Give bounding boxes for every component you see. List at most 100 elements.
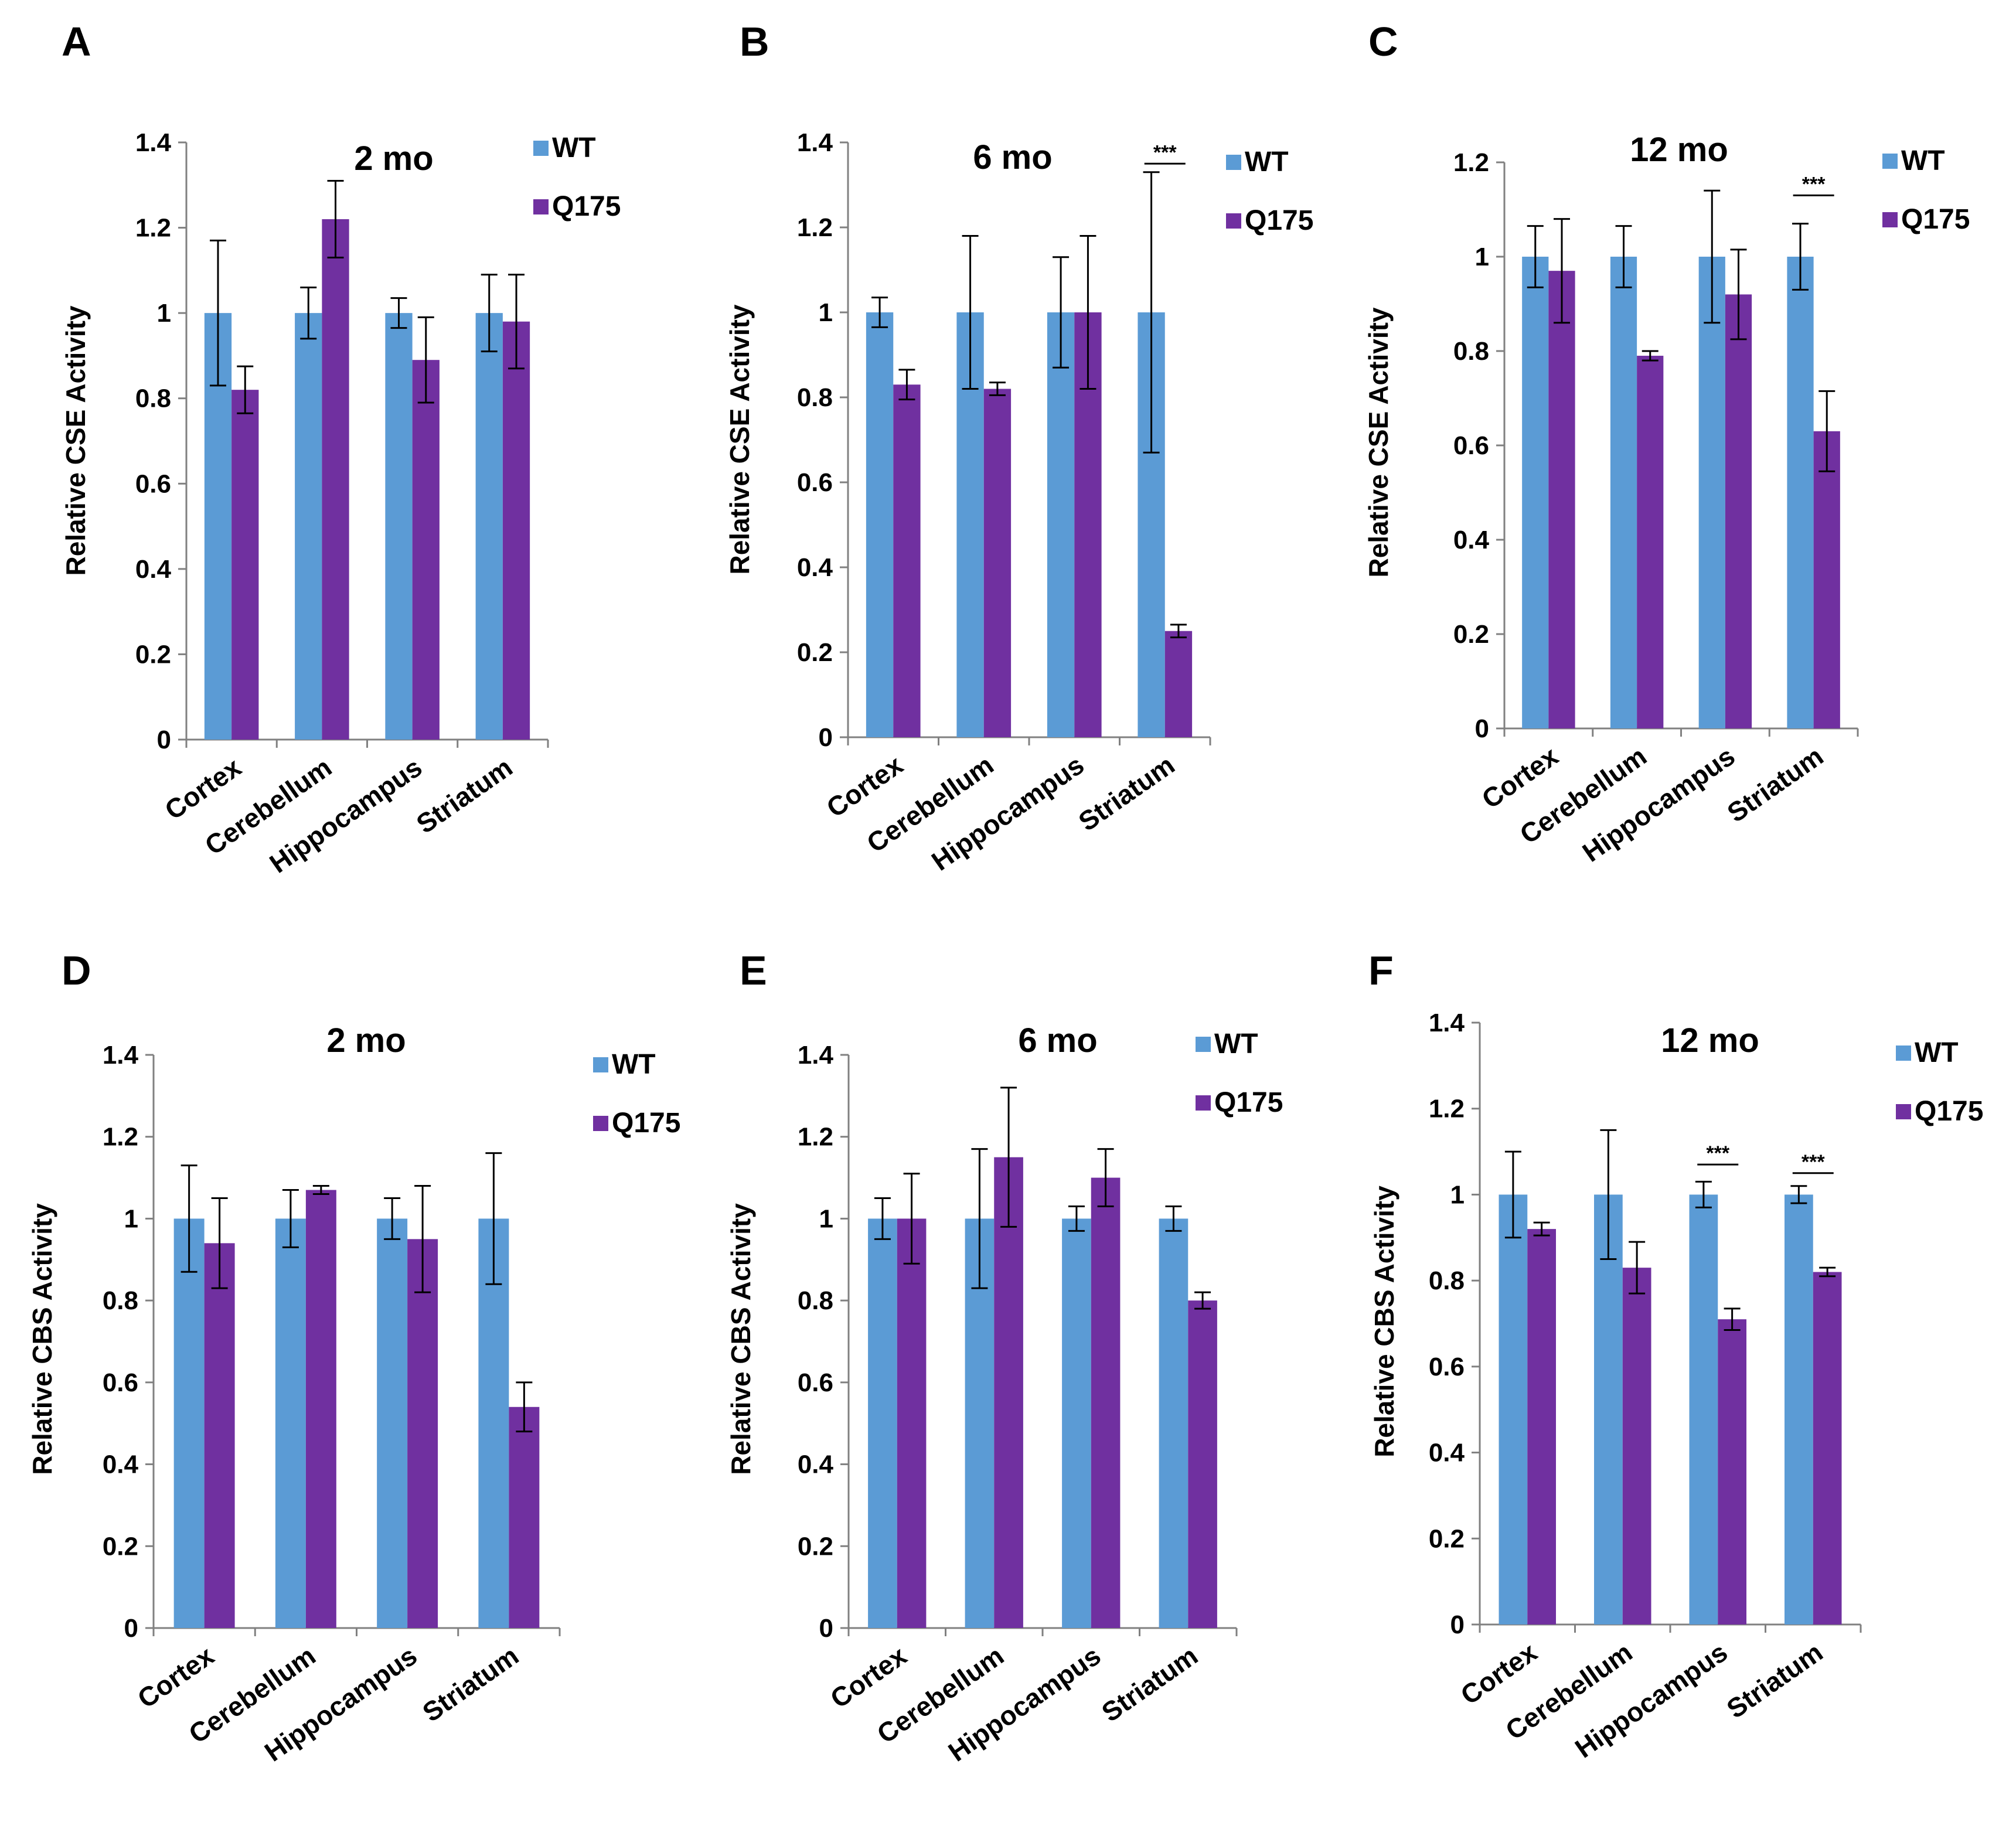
bar-wt-striatum (1159, 1218, 1189, 1628)
bar-q175-striatum (1813, 1272, 1842, 1625)
legend-label: WT (1214, 1029, 1258, 1060)
category-label: Striatum (417, 1640, 524, 1728)
bar-q175-hippocampus (1091, 1177, 1121, 1628)
bar-q175-cerebellum (983, 389, 1012, 737)
legend-swatch-wt (533, 141, 549, 156)
legend-swatch-q175 (1196, 1095, 1211, 1111)
bar-wt-cortex (173, 1218, 205, 1628)
bar-wt-cerebellum (275, 1218, 306, 1628)
y-tick-label: 0.4 (1429, 1439, 1465, 1467)
bar-q175-cerebellum (1622, 1268, 1651, 1625)
y-tick-label: 1.2 (798, 1123, 833, 1152)
legend-label: Q175 (1214, 1087, 1283, 1118)
chart-panel-f: F 0 0.2 0.4 0.6 0.8 1 1.2 1.4 Relative CBS Activi… (1368, 948, 1983, 1764)
panel-letter: B (740, 19, 769, 64)
bar-q175-striatum (509, 1406, 540, 1628)
y-tick-label: 1.2 (103, 1123, 138, 1152)
chart-panel-d: D 0 0.2 0.4 0.6 0.8 1 1.2 1.4 Relative CBS Activi… (27, 948, 680, 1767)
y-tick-label: 1.2 (1429, 1095, 1465, 1123)
bar-q175-striatum (1813, 431, 1840, 728)
chart-title: 2 mo (354, 139, 433, 178)
y-tick-label: 0.6 (103, 1368, 138, 1397)
y-tick-label: 1 (1450, 1180, 1465, 1209)
legend-swatch-q175 (533, 199, 549, 214)
y-tick-label: 0.8 (135, 384, 171, 413)
bar-q175-cortex (204, 1243, 235, 1628)
y-tick-label: 0.6 (1429, 1353, 1465, 1381)
y-tick-label: 0.8 (1453, 337, 1489, 366)
legend-label: Q175 (1901, 204, 1970, 235)
y-tick-label: 0 (819, 723, 833, 752)
y-tick-label: 0.2 (1429, 1524, 1465, 1553)
y-tick-label: 1.2 (1453, 148, 1489, 177)
legend-swatch-q175 (1882, 212, 1898, 227)
category-label: Cortex (825, 1640, 912, 1714)
category-label: Striatum (1721, 1637, 1828, 1725)
bar-q175-cerebellum (994, 1157, 1023, 1628)
bar-q175-striatum (1188, 1300, 1217, 1628)
significance-label: *** (1802, 173, 1826, 195)
y-axis-label: Relative CBS Activity (1369, 1186, 1399, 1457)
y-tick-label: 0 (157, 726, 171, 754)
y-tick-label: 1.2 (135, 214, 171, 243)
legend-swatch-wt (1882, 154, 1898, 169)
legend-swatch-q175 (1896, 1104, 1911, 1119)
category-label: Hippocampus (926, 750, 1089, 877)
bar-q175-cerebellum (322, 219, 349, 740)
bar-wt-striatum (1787, 257, 1814, 728)
y-tick-label: 1 (124, 1204, 138, 1233)
y-axis-label: Relative CSE Activity (724, 304, 755, 574)
y-tick-label: 0.6 (798, 1368, 833, 1397)
y-tick-label: 1.4 (1429, 1009, 1465, 1037)
y-tick-label: 1 (1475, 243, 1489, 271)
y-tick-label: 0 (1475, 714, 1489, 743)
bar-wt-cerebellum (1610, 257, 1637, 728)
legend-label: Q175 (1915, 1096, 1983, 1127)
bar-wt-striatum (1785, 1194, 1813, 1625)
y-tick-label: 0 (1450, 1610, 1465, 1639)
bar-q175-cortex (1548, 271, 1575, 728)
y-tick-label: 0.6 (797, 468, 833, 497)
y-axis-label: Relative CSE Activity (60, 305, 91, 575)
legend-label: WT (612, 1049, 656, 1080)
y-tick-label: 1 (819, 298, 833, 327)
legend-swatch-wt (1896, 1045, 1911, 1061)
y-tick-label: 0 (819, 1614, 833, 1643)
bar-q175-hippocampus (407, 1239, 438, 1628)
y-tick-label: 0.4 (103, 1450, 139, 1479)
bar-wt-cerebellum (1594, 1194, 1623, 1625)
category-label: Striatum (1096, 1640, 1203, 1728)
bar-wt-hippocampus (377, 1218, 408, 1628)
y-tick-label: 0.4 (135, 555, 172, 584)
y-tick-label: 0.8 (1429, 1266, 1465, 1295)
y-tick-label: 0.6 (1453, 431, 1489, 460)
bar-wt-hippocampus (1698, 257, 1725, 728)
panel-letter: D (62, 948, 91, 993)
bar-q175-cortex (897, 1218, 927, 1628)
legend-label: WT (1245, 147, 1289, 178)
bar-q175-cortex (231, 390, 259, 740)
category-label: Striatum (1073, 750, 1180, 837)
y-axis-label: Relative CBS Activity (27, 1203, 57, 1475)
legend-label: WT (1915, 1037, 1959, 1068)
y-tick-label: 1.4 (135, 128, 172, 157)
legend-swatch-wt (1226, 155, 1241, 170)
y-tick-label: 1 (819, 1204, 833, 1233)
bar-q175-hippocampus (412, 360, 440, 740)
category-label: Striatum (1722, 741, 1829, 829)
bar-wt-striatum (475, 313, 503, 740)
bar-q175-cerebellum (1637, 356, 1664, 728)
bar-wt-cerebellum (295, 313, 322, 740)
y-tick-label: 0.2 (103, 1532, 138, 1561)
chart-panel-b: B 0 0.2 0.4 0.6 0.8 1 1.2 1.4 Relative CSE Activi… (724, 19, 1313, 877)
bar-wt-cortex (868, 1218, 897, 1628)
bar-q175-hippocampus (1725, 294, 1752, 728)
legend-swatch-q175 (1226, 213, 1241, 229)
chart-title: 2 mo (326, 1021, 406, 1060)
y-tick-label: 0.6 (135, 469, 171, 498)
y-tick-label: 1.4 (103, 1041, 139, 1070)
bar-q175-cortex (893, 384, 921, 737)
y-tick-label: 0.2 (135, 640, 171, 669)
